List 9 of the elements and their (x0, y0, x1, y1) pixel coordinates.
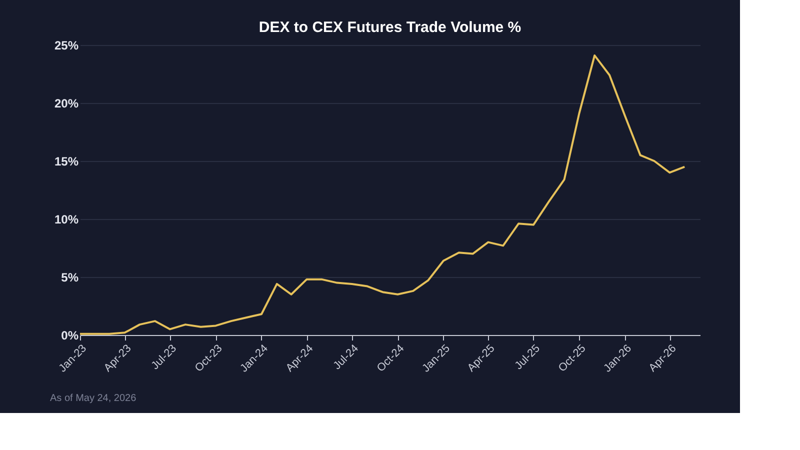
y-tick-label: 5% (61, 270, 79, 284)
y-tick-label: 0% (61, 328, 79, 342)
y-tick-label: 10% (54, 212, 79, 226)
y-tick-label: 25% (54, 38, 79, 52)
chart-title: DEX to CEX Futures Trade Volume % (258, 19, 522, 36)
line-series (79, 54, 686, 335)
text: As of May 24, 2026 (50, 393, 137, 404)
y-tick-label: 15% (54, 154, 79, 168)
y-tick-label: 20% (54, 96, 79, 110)
